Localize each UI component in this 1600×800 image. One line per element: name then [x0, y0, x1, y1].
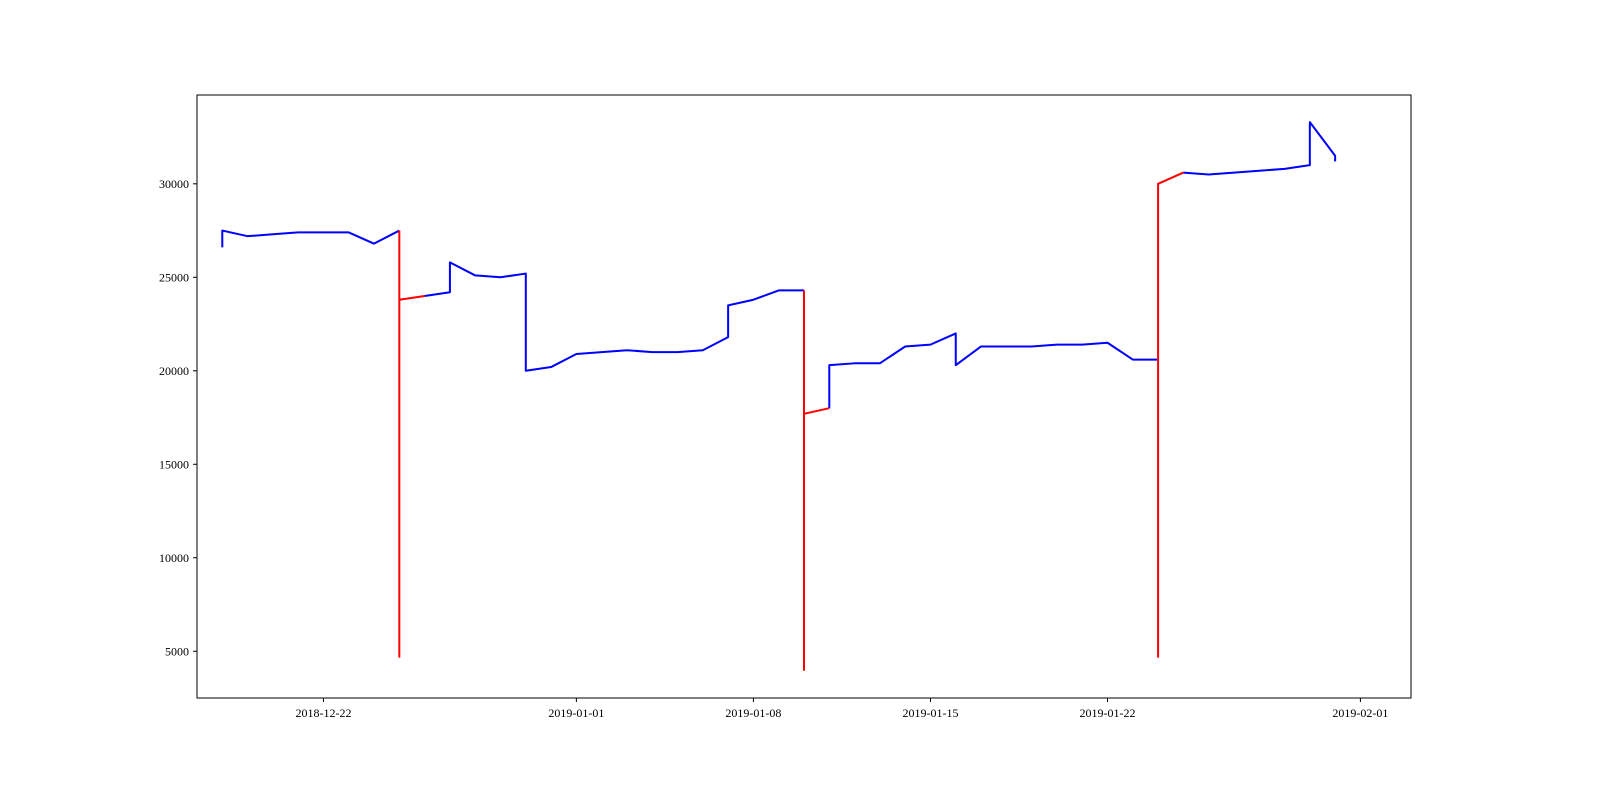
- y-tick-label: 20000: [159, 364, 189, 378]
- x-tick-label: 2019-01-01: [548, 706, 604, 720]
- y-tick-label: 25000: [159, 270, 189, 284]
- data-line: [221, 121, 1337, 409]
- y-tick-label: 10000: [159, 551, 189, 565]
- x-tick-label: 2018-12-22: [295, 706, 351, 720]
- y-tick-label: 15000: [159, 457, 189, 471]
- x-tick-label: 2019-01-22: [1080, 706, 1136, 720]
- data-line: [398, 171, 1184, 671]
- y-tick-label: 30000: [159, 177, 189, 191]
- x-tick-label: 2019-02-01: [1332, 706, 1388, 720]
- y-tick-label: 5000: [165, 644, 189, 658]
- x-tick-label: 2019-01-15: [902, 706, 958, 720]
- plot-frame: [196, 94, 1412, 699]
- x-tick-label: 2019-01-08: [725, 706, 781, 720]
